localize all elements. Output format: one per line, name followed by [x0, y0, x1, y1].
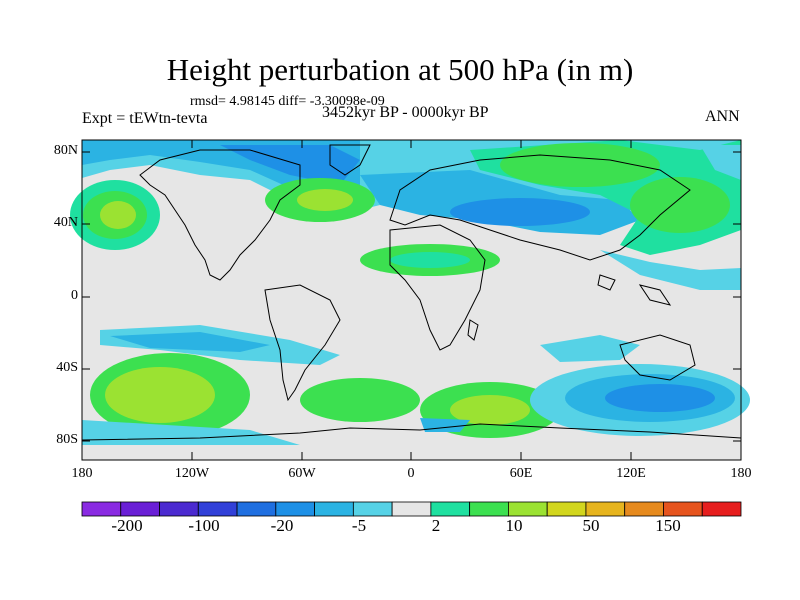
- colorbar-swatch: [236, 501, 277, 517]
- lon-label: 180: [730, 466, 752, 481]
- colorbar-label: 10: [505, 516, 523, 535]
- lon-label: 120W: [174, 466, 210, 481]
- colorbar-label: -100: [188, 516, 220, 535]
- colorbar-swatch: [391, 501, 432, 517]
- lat-label: 40S: [56, 360, 78, 375]
- colorbar-label: 50: [582, 516, 600, 535]
- colorbar-label: -200: [111, 516, 143, 535]
- colorbar-swatch: [352, 501, 393, 517]
- colorbar-label: -5: [351, 516, 367, 535]
- lat-label: 80N: [53, 143, 78, 158]
- coastlines: [81, 144, 742, 441]
- colorbar: [81, 501, 742, 517]
- lat-label: 0: [71, 288, 78, 303]
- height-perturbation-field: [70, 140, 750, 460]
- lon-label: 180: [71, 466, 93, 481]
- colorbar-swatch: [120, 501, 160, 517]
- colorbar-swatch: [508, 501, 548, 517]
- colorbar-swatch: [197, 501, 238, 517]
- colorbar-swatch: [430, 501, 471, 517]
- colorbar-swatch: [546, 501, 587, 517]
- lat-label: 40N: [53, 215, 78, 230]
- colorbar-swatch: [81, 501, 122, 517]
- stats-line: rmsd= 4.98145 diff= -3.30098e-09: [190, 94, 385, 109]
- colorbar-label: -20: [270, 516, 294, 535]
- lon-label: 60W: [288, 466, 316, 481]
- colorbar-swatch: [275, 501, 315, 517]
- map-panel: [70, 139, 750, 461]
- colorbar-swatch: [469, 501, 509, 517]
- lon-label: 0: [407, 466, 415, 481]
- colorbar-label: 150: [655, 516, 681, 535]
- colorbar-swatch: [159, 501, 199, 517]
- lon-label: 120E: [616, 466, 646, 481]
- axis-ticks: [81, 140, 742, 460]
- period-label: 3452kyr BP - 0000kyr BP: [322, 104, 489, 121]
- season-label: ANN: [705, 108, 740, 125]
- colorbar-swatch: [663, 501, 703, 517]
- colorbar-swatch: [624, 501, 664, 517]
- experiment-label: Expt = tEWtn-tevta: [82, 110, 208, 127]
- colorbar-swatch: [701, 501, 742, 517]
- colorbar-swatch: [314, 501, 354, 517]
- lat-label: 80S: [56, 432, 78, 447]
- chart-title: Height perturbation at 500 hPa (in m): [166, 52, 634, 87]
- colorbar-label: 2: [431, 516, 441, 535]
- lon-label: 60E: [509, 466, 533, 481]
- colorbar-swatch: [585, 501, 626, 517]
